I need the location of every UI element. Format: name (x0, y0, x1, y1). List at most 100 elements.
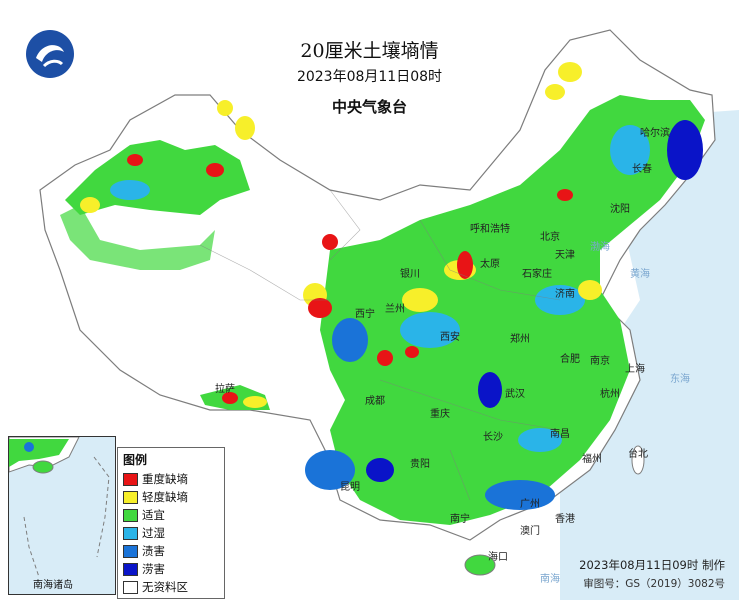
light-drought-patch (243, 396, 267, 408)
map-legend: 图例 重度缺墒 轻度缺墒 适宜 过湿 渍害 涝害 无资料区 (117, 447, 225, 599)
city-label: 福州 (582, 454, 602, 465)
legend-label: 过湿 (142, 526, 165, 540)
legend-swatch (123, 562, 138, 576)
sea-label: 渤海 (590, 242, 610, 253)
city-label: 南昌 (550, 429, 570, 440)
severe-drought-patch (222, 392, 238, 404)
city-label: 济南 (555, 289, 575, 300)
legend-label: 渍害 (142, 544, 165, 558)
severe-drought-patch (557, 189, 573, 201)
south-china-sea-inset: 南海诸岛 (8, 436, 116, 595)
city-label: 太原 (480, 259, 500, 270)
map-subtitle: 2023年08月11日08时 (296, 69, 443, 85)
city-label: 长春 (632, 164, 652, 175)
map-title: 20厘米土壤墒情 (300, 40, 439, 62)
waterlogging-patch (366, 458, 394, 482)
legend-swatch (123, 490, 138, 504)
legend-item: 涝害 (123, 560, 224, 578)
city-label: 郑州 (510, 334, 530, 345)
production-time: 2023年08月11日09时 制作 (579, 558, 725, 572)
city-label: 杭州 (600, 389, 620, 400)
sea-label: 东海 (670, 374, 690, 385)
issuer-name: 中央气象台 (331, 98, 407, 116)
light-drought-patch (558, 62, 582, 82)
cma-logo-icon (26, 30, 74, 78)
city-label: 西安 (440, 332, 460, 343)
waterlogging-patch (485, 480, 555, 510)
light-drought-patch (402, 288, 438, 312)
legend-item: 无资料区 (123, 578, 224, 596)
legend-swatch (123, 526, 138, 540)
severe-drought-patch (457, 251, 473, 279)
moisture-suitable-region (320, 95, 705, 525)
city-label: 重庆 (430, 409, 450, 420)
xinjiang-south (60, 205, 215, 270)
city-label: 南京 (590, 356, 610, 367)
city-label: 南宁 (450, 514, 470, 525)
city-label: 合肥 (560, 354, 580, 365)
map-approval-number: 审图号：GS（2019）3082号 (583, 578, 725, 590)
severe-drought-patch (206, 163, 224, 177)
inset-label: 南海诸岛 (33, 580, 73, 591)
city-label: 沈阳 (610, 204, 630, 215)
city-label: 西宁 (355, 309, 375, 320)
severe-drought-patch (322, 234, 338, 250)
sea-label: 南海 (540, 574, 560, 585)
legend-title: 图例 (123, 453, 148, 467)
severe-drought-patch (127, 154, 143, 166)
legend-swatch (123, 544, 138, 558)
xinjiang-region (65, 140, 250, 215)
inset-map (9, 437, 110, 578)
city-label: 呼和浩特 (470, 224, 510, 235)
city-label: 武汉 (505, 389, 525, 400)
light-drought-patch (80, 197, 100, 213)
legend-swatch (123, 472, 138, 486)
legend-label: 适宜 (142, 508, 165, 522)
legend-label: 轻度缺墒 (142, 490, 188, 504)
city-label: 海口 (488, 552, 508, 563)
overwet-patch (518, 428, 562, 452)
city-label: 香港 (555, 514, 575, 525)
light-drought-patch (235, 116, 255, 140)
legend-item: 渍害 (123, 542, 224, 560)
hainan-island (464, 554, 496, 576)
city-label: 成都 (365, 396, 385, 407)
city-label: 北京 (540, 232, 560, 243)
light-drought-patch (217, 100, 233, 116)
sea-label: 黄海 (630, 269, 650, 280)
overwet-patch (610, 125, 650, 175)
severe-drought-patch (405, 346, 419, 358)
city-label: 广州 (520, 499, 540, 510)
taiwan-island (631, 445, 645, 475)
legend-item: 过湿 (123, 524, 224, 542)
city-label: 哈尔滨 (640, 128, 670, 139)
city-label: 昆明 (340, 482, 360, 493)
legend-swatch (123, 508, 138, 522)
city-label: 银川 (400, 269, 420, 280)
legend-label: 涝害 (142, 562, 165, 576)
legend-swatch (123, 580, 138, 594)
overwet-patch (110, 180, 150, 200)
sea-area (560, 110, 739, 600)
waterlogging-patch (332, 318, 368, 362)
legend-label: 无资料区 (142, 580, 188, 594)
legend-item: 重度缺墒 (123, 470, 224, 488)
city-label: 澳门 (520, 526, 540, 537)
city-label: 上海 (625, 364, 645, 375)
city-label: 长沙 (483, 432, 503, 443)
waterlogging-patch (478, 372, 502, 408)
waterlogging-patch (667, 120, 703, 180)
light-drought-patch (578, 280, 602, 300)
legend-item: 适宜 (123, 506, 224, 524)
city-label: 天津 (555, 250, 575, 261)
city-label: 台北 (628, 449, 648, 460)
city-label: 兰州 (385, 304, 405, 315)
city-label: 贵阳 (410, 459, 430, 470)
light-drought-patch (545, 84, 565, 100)
waterlogging-patch (305, 450, 355, 490)
severe-drought-patch (308, 298, 332, 318)
overwet-patch (400, 312, 460, 348)
province-borders (199, 189, 561, 501)
